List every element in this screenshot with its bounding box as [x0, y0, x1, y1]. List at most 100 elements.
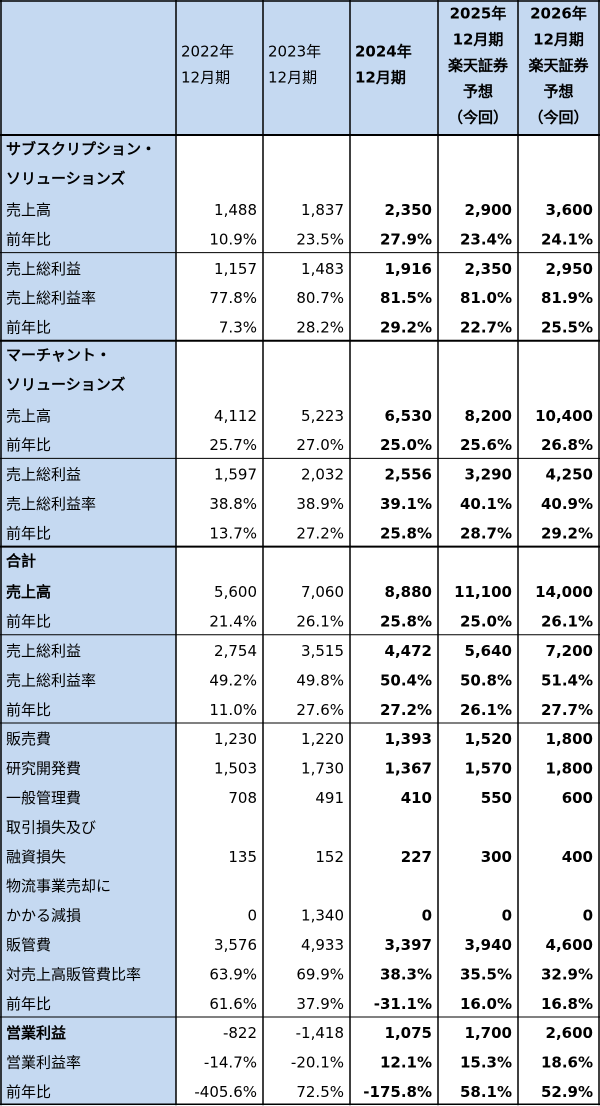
cell-value: 27.2% — [380, 701, 432, 719]
section-title: ソリューションズ — [6, 170, 125, 188]
cell-value: 27.7% — [541, 701, 593, 719]
row-label: 前年比 — [6, 613, 51, 631]
row-label: 営業利益率 — [6, 1054, 81, 1072]
cell-value: 4,600 — [546, 936, 593, 954]
cell-value: 1,220 — [301, 730, 344, 748]
cell-value: 25.0% — [460, 613, 512, 631]
cell-value: 2,600 — [546, 1024, 593, 1042]
section-title: サブスクリプション・ — [6, 140, 156, 158]
cell-value: 7.3% — [219, 319, 257, 337]
cell-value: 2,900 — [465, 201, 512, 219]
column-header: 2023年 — [268, 43, 321, 61]
row-label: 前年比 — [6, 995, 51, 1013]
column-header: 12月期 — [355, 69, 406, 87]
cell-value: 28.2% — [296, 319, 344, 337]
cell-value: 38.9% — [296, 495, 344, 513]
cell-value: 6,530 — [385, 407, 432, 425]
column-header: 2025年 — [450, 5, 507, 23]
row-label: 販管費 — [6, 936, 51, 954]
cell-value: 1,393 — [385, 730, 432, 748]
cell-value: 25.7% — [209, 436, 257, 454]
cell-value: 2,032 — [301, 466, 344, 484]
row-label: 融資損失 — [6, 848, 66, 866]
cell-value: -175.8% — [363, 1083, 432, 1101]
cell-value: 2,754 — [214, 642, 257, 660]
row-label: 前年比 — [6, 230, 51, 248]
cell-value: 22.7% — [460, 319, 512, 337]
cell-value: 8,200 — [465, 407, 512, 425]
cell-value: 77.8% — [209, 289, 257, 307]
column-header: 12月期 — [453, 31, 504, 49]
cell-value: 135 — [228, 848, 257, 866]
row-label: 前年比 — [6, 1083, 51, 1101]
cell-value: 29.2% — [380, 319, 432, 337]
label-bg — [0, 135, 176, 1106]
cell-value: 25.0% — [380, 436, 432, 454]
cell-value: 3,515 — [301, 642, 344, 660]
cell-value: 40.9% — [541, 495, 593, 513]
cell-value: 1,700 — [465, 1024, 512, 1042]
cell-value: 1,916 — [385, 260, 432, 278]
cell-value: -405.6% — [194, 1083, 257, 1101]
cell-value: 14,000 — [535, 583, 593, 601]
cell-value: 39.1% — [380, 495, 432, 513]
row-label: 対売上高販管費比率 — [6, 965, 141, 983]
cell-value: 1,075 — [385, 1024, 432, 1042]
cell-value: 5,223 — [301, 407, 344, 425]
cell-value: 50.4% — [380, 671, 432, 689]
row-label: 前年比 — [6, 524, 51, 542]
cell-value: 29.2% — [541, 524, 593, 542]
cell-value: 3,600 — [546, 201, 593, 219]
cell-value: 1,837 — [301, 201, 344, 219]
cell-value: 3,397 — [385, 936, 432, 954]
cell-value: 410 — [401, 789, 432, 807]
cell-value: 16.8% — [541, 995, 593, 1013]
column-header: 2022年 — [181, 43, 234, 61]
cell-value: 21.4% — [209, 613, 257, 631]
cell-value: 11.0% — [209, 701, 257, 719]
cell-value: 32.9% — [541, 965, 593, 983]
section-title: 合計 — [5, 552, 36, 570]
cell-value: 69.9% — [296, 965, 344, 983]
cell-value: 5,640 — [465, 642, 512, 660]
row-label: 前年比 — [6, 701, 51, 719]
cell-value: 50.8% — [460, 671, 512, 689]
row-label: 販売費 — [6, 730, 51, 748]
cell-value: 23.5% — [296, 230, 344, 248]
cell-value: 1,520 — [465, 730, 512, 748]
cell-value: 63.9% — [209, 965, 257, 983]
row-label: 売上高 — [6, 201, 51, 219]
cell-value: 1,340 — [301, 907, 344, 925]
cell-value: 1,488 — [214, 201, 257, 219]
cell-value: 4,933 — [301, 936, 344, 954]
cell-value: 27.0% — [296, 436, 344, 454]
cell-value: 58.1% — [460, 1083, 512, 1101]
cell-value: 2,350 — [385, 201, 432, 219]
cell-value: 0 — [422, 907, 432, 925]
column-header: 2026年 — [530, 5, 587, 23]
row-label: 売上高 — [6, 583, 51, 601]
row-label: 売上総利益率 — [6, 671, 96, 689]
column-header: 12月期 — [181, 69, 230, 87]
cell-value: 27.2% — [296, 524, 344, 542]
cell-value: 3,576 — [214, 936, 257, 954]
cell-value: -14.7% — [204, 1054, 257, 1072]
cell-value: 26.1% — [296, 613, 344, 631]
column-header: 2024年 — [355, 43, 412, 61]
cell-value: -822 — [223, 1024, 257, 1042]
row-label: かかる減損 — [6, 907, 81, 925]
cell-value: 227 — [401, 848, 432, 866]
cell-value: 3,940 — [465, 936, 512, 954]
column-header: （今回） — [528, 109, 588, 127]
row-label: 物流事業売却に — [6, 877, 111, 895]
cell-value: 49.2% — [209, 671, 257, 689]
cell-value: 1,730 — [301, 760, 344, 778]
cell-value: 81.5% — [380, 289, 432, 307]
column-header: （今回） — [448, 109, 508, 127]
cell-value: 1,230 — [214, 730, 257, 748]
cell-value: 3,290 — [465, 466, 512, 484]
cell-value: 18.6% — [541, 1054, 593, 1072]
cell-value: 81.0% — [460, 289, 512, 307]
cell-value: 1,157 — [214, 260, 257, 278]
